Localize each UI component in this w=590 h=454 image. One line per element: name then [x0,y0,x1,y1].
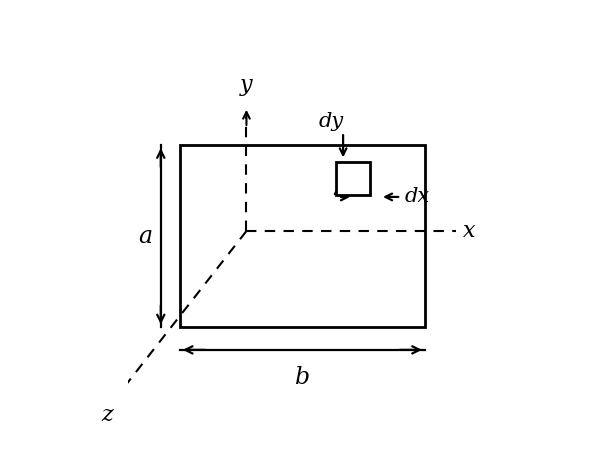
Text: b: b [295,365,310,389]
Text: dx: dx [405,188,430,207]
Polygon shape [336,162,370,195]
Text: y: y [240,74,253,96]
Text: x: x [463,220,476,242]
Text: z: z [101,404,113,425]
Text: dy: dy [319,112,344,130]
Text: a: a [138,225,152,248]
